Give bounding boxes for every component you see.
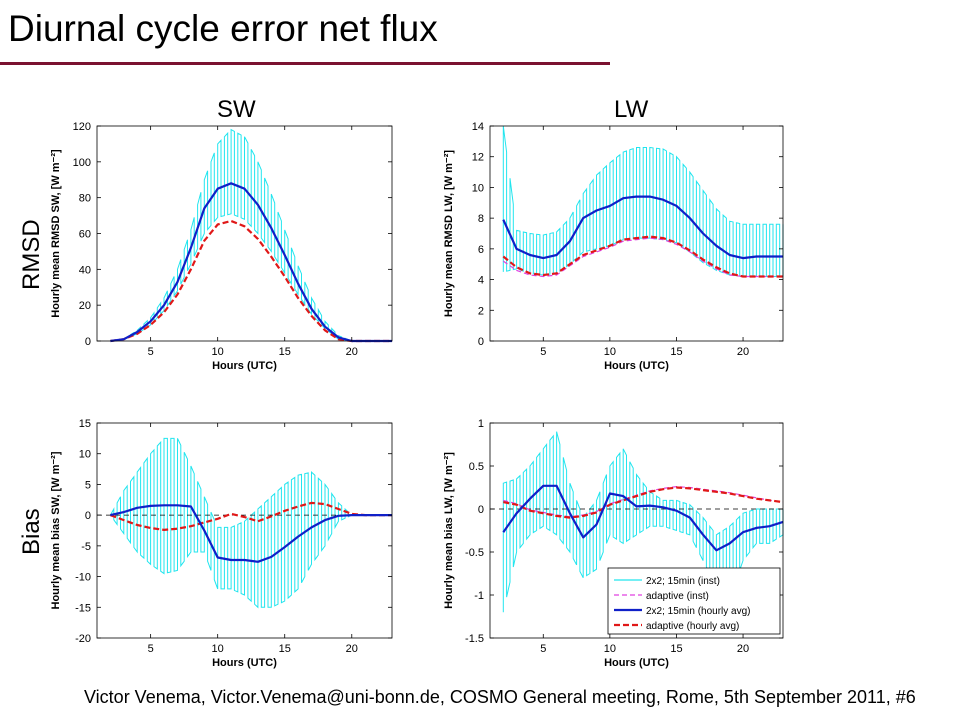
legend-entry-label: adaptive (inst) [646, 591, 709, 602]
x-tick-label: 5 [540, 346, 546, 358]
x-tick-label: 5 [148, 643, 154, 655]
x-tick-label: 10 [212, 346, 224, 358]
footer-citation: Victor Venema, Victor.Venema@uni-bonn.de… [84, 687, 916, 707]
legend-entry-label: 2x2; 15min (hourly avg) [646, 606, 751, 617]
y-tick-label: 0.5 [469, 461, 484, 473]
y-tick-label: 10 [79, 449, 91, 461]
y-tick-label: 10 [472, 182, 484, 194]
slide-title: Diurnal cycle error net flux [8, 8, 438, 49]
y-tick-label: -1 [474, 590, 484, 602]
x-tick-label: 10 [212, 643, 224, 655]
series-adaptive-hourly-avg [110, 501, 392, 532]
y-tick-label: 0 [478, 336, 484, 348]
plot-frame [96, 422, 393, 639]
legend-entry-label: adaptive (hourly avg) [646, 621, 739, 632]
series-adaptive-hourly-avg [110, 219, 392, 343]
y-axis-label: Hourly mean RMSD SW, [W m⁻²] [50, 149, 62, 318]
x-axis-label: Hours (UTC) [604, 360, 669, 372]
y-tick-label: 1 [478, 418, 484, 430]
y-tick-label: 5 [85, 479, 91, 491]
y-tick-label: 15 [79, 418, 91, 430]
plot-frame [489, 125, 784, 342]
y-axis-label: Hourly mean bias LW, [W m⁻²] [443, 452, 455, 609]
y-tick-label: 4 [478, 275, 484, 287]
series-2x2-15min-hourly-avg [110, 504, 392, 563]
y-tick-label: -15 [75, 602, 91, 614]
y-tick-label: 40 [79, 264, 91, 276]
series-2x2-15min-hourly-avg [502, 195, 783, 260]
x-tick-label: 15 [279, 643, 291, 655]
y-tick-label: 80 [79, 193, 91, 205]
series-2x2-15min-hourly-avg [110, 182, 392, 343]
series-2x2-15min-hourly-avg [502, 484, 784, 552]
title-rule [0, 62, 610, 65]
y-tick-label: 8 [478, 213, 484, 225]
x-tick-label: 10 [604, 643, 616, 655]
y-tick-label: 0 [478, 504, 484, 516]
y-tick-label: 0 [85, 510, 91, 522]
legend-box [607, 567, 781, 635]
series-adaptive-inst [502, 237, 783, 278]
column-label-lw: LW [614, 96, 649, 123]
y-tick-label: 120 [73, 121, 91, 133]
series-adaptive-hourly-avg [503, 486, 784, 519]
series-adaptive-hourly-avg [502, 235, 783, 278]
y-tick-label: 0 [85, 336, 91, 348]
y-tick-label: 60 [79, 229, 91, 241]
x-tick-label: 20 [346, 643, 358, 655]
y-tick-label: 6 [478, 244, 484, 256]
inst-2x2-band [502, 125, 784, 278]
x-tick-label: 15 [670, 643, 682, 655]
y-tick-label: -10 [75, 572, 91, 584]
y-tick-label: 20 [79, 300, 91, 312]
x-tick-label: 15 [279, 346, 291, 358]
plot-frame [489, 422, 784, 639]
column-label-sw: SW [217, 96, 256, 123]
y-axis-label: Hourly mean bias SW, [W m⁻²] [50, 451, 62, 609]
x-axis-label: Hours (UTC) [604, 657, 669, 669]
y-tick-label: -1.5 [465, 633, 484, 645]
x-tick-label: 20 [346, 346, 358, 358]
x-tick-label: 5 [148, 346, 154, 358]
x-tick-label: 15 [670, 346, 682, 358]
x-tick-label: 5 [540, 643, 546, 655]
y-tick-label: -5 [81, 541, 91, 553]
legend-entry-label: 2x2; 15min (inst) [646, 576, 720, 587]
y-tick-label: -20 [75, 633, 91, 645]
y-tick-label: 100 [73, 157, 91, 169]
x-tick-label: 20 [737, 346, 749, 358]
y-tick-label: 2 [478, 305, 484, 317]
x-tick-label: 10 [604, 346, 616, 358]
x-axis-label: Hours (UTC) [212, 657, 277, 669]
x-tick-label: 20 [737, 643, 749, 655]
y-axis-label: Hourly mean RMSD LW, [W m⁻²] [443, 150, 455, 317]
inst-2x2-band [109, 437, 392, 609]
y-tick-label: 14 [472, 121, 484, 133]
x-axis-label: Hours (UTC) [212, 360, 277, 372]
y-tick-label: -0.5 [465, 547, 484, 559]
y-tick-label: 12 [472, 152, 484, 164]
